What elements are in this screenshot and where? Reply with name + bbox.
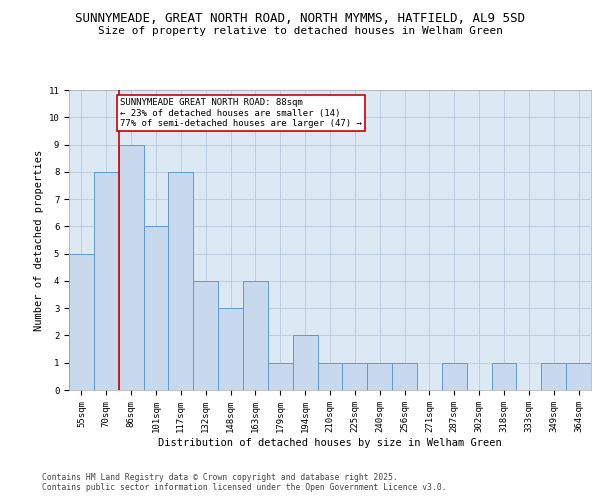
Y-axis label: Number of detached properties: Number of detached properties bbox=[34, 150, 44, 330]
Bar bbox=[566, 362, 591, 390]
Bar bbox=[268, 362, 293, 390]
Bar bbox=[392, 362, 417, 390]
Bar bbox=[169, 172, 193, 390]
Bar bbox=[69, 254, 94, 390]
Bar bbox=[94, 172, 119, 390]
X-axis label: Distribution of detached houses by size in Welham Green: Distribution of detached houses by size … bbox=[158, 438, 502, 448]
Text: SUNNYMEADE GREAT NORTH ROAD: 88sqm
← 23% of detached houses are smaller (14)
77%: SUNNYMEADE GREAT NORTH ROAD: 88sqm ← 23%… bbox=[120, 98, 362, 128]
Bar bbox=[119, 144, 143, 390]
Bar bbox=[193, 281, 218, 390]
Text: Size of property relative to detached houses in Welham Green: Size of property relative to detached ho… bbox=[97, 26, 503, 36]
Bar bbox=[317, 362, 343, 390]
Bar bbox=[243, 281, 268, 390]
Bar bbox=[343, 362, 367, 390]
Bar bbox=[491, 362, 517, 390]
Bar bbox=[541, 362, 566, 390]
Bar bbox=[293, 336, 317, 390]
Text: SUNNYMEADE, GREAT NORTH ROAD, NORTH MYMMS, HATFIELD, AL9 5SD: SUNNYMEADE, GREAT NORTH ROAD, NORTH MYMM… bbox=[75, 12, 525, 26]
Text: Contains HM Land Registry data © Crown copyright and database right 2025.: Contains HM Land Registry data © Crown c… bbox=[42, 472, 398, 482]
Bar bbox=[367, 362, 392, 390]
Bar bbox=[143, 226, 169, 390]
Bar bbox=[218, 308, 243, 390]
Bar bbox=[442, 362, 467, 390]
Text: Contains public sector information licensed under the Open Government Licence v3: Contains public sector information licen… bbox=[42, 484, 446, 492]
